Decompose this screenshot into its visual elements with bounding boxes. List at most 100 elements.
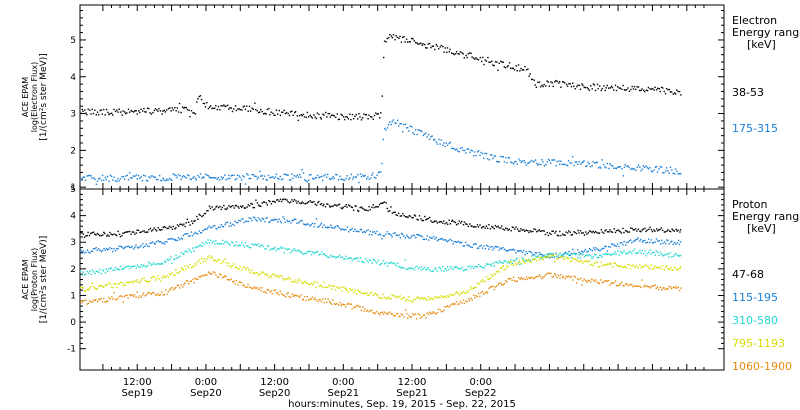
data-point — [194, 113, 197, 115]
data-point — [524, 230, 526, 232]
data-point — [504, 260, 507, 262]
data-point — [127, 245, 130, 247]
data-point — [526, 278, 529, 280]
data-point — [672, 172, 674, 174]
data-point — [653, 89, 655, 91]
data-point — [331, 256, 333, 258]
data-point — [506, 262, 508, 264]
data-point — [528, 231, 530, 234]
data-point — [394, 263, 396, 265]
data-point — [120, 295, 122, 297]
data-point — [295, 200, 297, 202]
data-point — [193, 282, 195, 284]
data-point — [300, 202, 302, 205]
data-point — [123, 295, 126, 298]
data-point — [208, 176, 211, 179]
data-point — [580, 250, 583, 252]
data-point — [411, 301, 413, 303]
data-point — [140, 231, 142, 233]
data-point — [635, 252, 637, 254]
data-point — [574, 276, 577, 278]
data-point — [349, 177, 351, 179]
data-point — [121, 246, 123, 248]
data-point — [482, 56, 484, 59]
data-point — [537, 275, 539, 278]
data-point — [609, 262, 611, 265]
data-point — [259, 170, 261, 173]
data-point — [261, 174, 263, 177]
data-point — [200, 244, 202, 247]
data-point — [389, 233, 391, 235]
data-point — [489, 154, 492, 156]
data-point — [272, 176, 274, 178]
data-point — [602, 281, 605, 283]
data-point — [586, 251, 588, 253]
data-point — [329, 206, 331, 208]
data-point — [163, 179, 165, 181]
y-axis-label: log(Proton Flux) — [30, 248, 39, 311]
data-point — [529, 261, 531, 263]
data-point — [130, 109, 132, 112]
data-point — [497, 284, 499, 286]
data-point — [326, 116, 328, 118]
data-point — [131, 231, 134, 233]
data-point — [97, 271, 100, 274]
data-point — [289, 111, 292, 113]
data-point — [542, 161, 544, 163]
data-point — [555, 252, 557, 254]
data-point — [637, 267, 639, 269]
data-point — [257, 274, 259, 277]
data-point — [505, 280, 507, 282]
data-point — [334, 225, 337, 228]
data-point — [481, 247, 484, 249]
data-point — [117, 230, 119, 233]
data-point — [231, 265, 234, 267]
data-point — [425, 317, 427, 319]
data-point — [296, 174, 298, 176]
data-point — [160, 280, 162, 282]
data-point — [449, 293, 451, 296]
data-point — [488, 248, 490, 250]
data-point — [532, 254, 534, 256]
data-point — [138, 281, 140, 284]
data-point — [482, 152, 484, 155]
y-tick-label: 4 — [70, 73, 76, 83]
data-point — [95, 270, 98, 272]
data-point — [480, 151, 482, 154]
data-point — [492, 64, 494, 66]
data-point — [605, 87, 607, 89]
data-point — [217, 176, 219, 179]
data-point — [555, 79, 557, 82]
data-point — [296, 295, 298, 297]
data-point — [480, 280, 483, 282]
data-point — [418, 215, 421, 217]
data-point — [166, 258, 168, 261]
data-point — [282, 111, 284, 113]
data-point — [127, 297, 129, 299]
data-point — [587, 88, 589, 90]
data-point — [435, 220, 437, 222]
data-point — [234, 283, 236, 285]
data-point — [657, 240, 659, 242]
data-point — [128, 111, 131, 113]
data-point — [601, 264, 603, 267]
data-point — [634, 228, 637, 230]
data-point — [658, 254, 660, 256]
data-point — [393, 315, 395, 317]
data-point — [485, 291, 488, 293]
data-point — [436, 296, 438, 299]
data-point — [668, 268, 671, 270]
data-point — [479, 56, 481, 59]
data-point — [378, 203, 381, 206]
data-point — [115, 234, 117, 236]
data-point — [443, 270, 445, 272]
data-point — [499, 247, 502, 249]
data-point — [482, 281, 485, 283]
data-point — [565, 252, 567, 255]
data-point — [400, 215, 403, 217]
data-point — [426, 268, 428, 270]
data-point — [178, 225, 180, 227]
data-point — [243, 266, 245, 268]
data-point — [641, 229, 643, 231]
data-point — [293, 294, 295, 296]
